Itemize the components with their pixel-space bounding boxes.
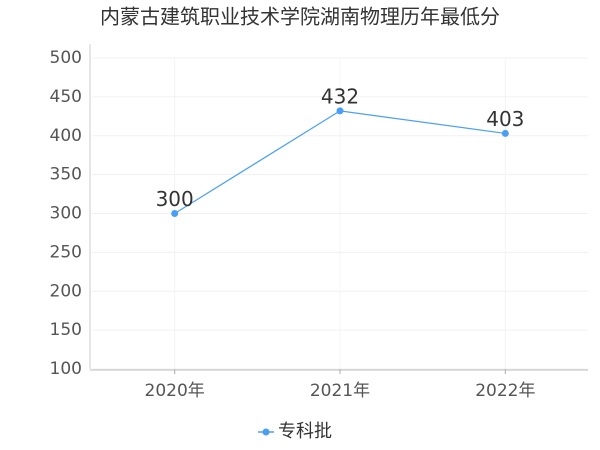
point	[336, 107, 344, 115]
y-tick-label: 300	[50, 204, 82, 224]
x-tick-label: 2022年	[475, 381, 535, 401]
data-label: 403	[486, 107, 524, 131]
chart-title: 内蒙古建筑职业技术学院湖南物理历年最低分	[100, 5, 500, 29]
point	[501, 129, 509, 137]
y-tick-label: 150	[50, 320, 82, 340]
y-tick-label: 500	[50, 48, 82, 68]
y-tick-label: 100	[50, 359, 82, 379]
data-label: 432	[321, 84, 359, 108]
x-tick-label: 2020年	[145, 381, 205, 401]
y-tick-label: 350	[50, 165, 82, 185]
legend-label: 专科批	[278, 421, 332, 442]
y-tick-label: 400	[50, 126, 82, 146]
x-tick-label: 2021年	[310, 381, 370, 401]
data-label: 300	[156, 187, 194, 211]
point	[171, 210, 179, 217]
legend-marker	[262, 428, 270, 436]
y-tick-label: 450	[50, 87, 82, 107]
y-tick-label: 200	[50, 281, 82, 301]
y-tick-label: 250	[50, 242, 82, 262]
